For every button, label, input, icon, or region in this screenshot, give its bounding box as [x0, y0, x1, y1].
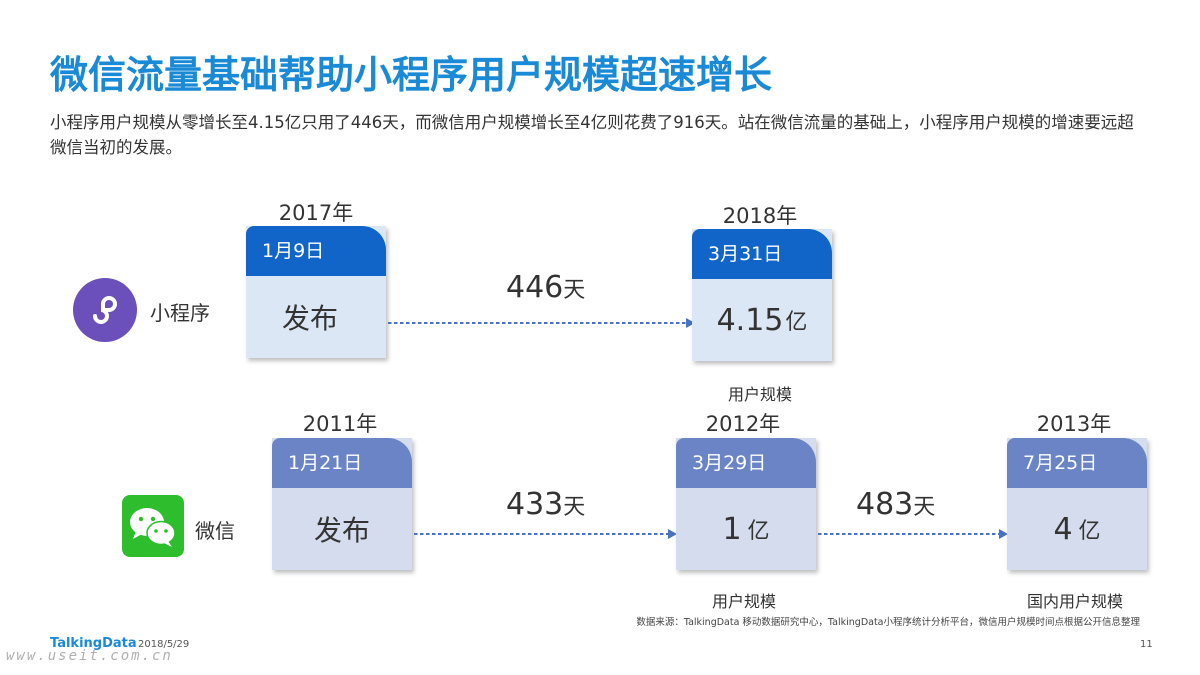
page-title: 微信流量基础帮助小程序用户规模超速增长: [50, 53, 773, 97]
wx-gap1-days: 433天: [506, 487, 586, 522]
mp-gap-days: 446天: [506, 270, 586, 305]
mp-end-value: 4.15 亿: [716, 302, 808, 338]
talkingdata-logo: TalkingData: [50, 636, 137, 651]
page-subtitle: 小程序用户规模从零增长至4.15亿只用了446天，而微信用户规模增长至4亿则花费…: [50, 113, 1134, 157]
wx-start-year: 2011年: [302, 412, 378, 436]
wechat-icon: [122, 495, 184, 557]
wx-end-date: 7月25日: [1007, 438, 1147, 488]
wx-arrowhead-1: [668, 529, 677, 539]
footer-date: 2018/5/29: [138, 639, 190, 650]
watermark: www.useit.com.cn: [6, 648, 173, 664]
mini-program-label: 小程序: [150, 301, 210, 325]
wx-start-value: 发布: [313, 514, 370, 547]
mp-start-card: 1月9日 发布: [246, 226, 386, 358]
mp-start-year: 2017年: [278, 201, 354, 225]
wx-gap2-days: 483天: [856, 487, 936, 522]
wechat-label: 微信: [195, 519, 235, 543]
mp-start-date: 1月9日: [246, 226, 386, 276]
mp-arrow: [388, 322, 686, 324]
page-number: 11: [1140, 639, 1153, 650]
mp-start-value: 发布: [281, 302, 338, 335]
wx-arrow-1: [414, 533, 668, 535]
wx-mid-caption: 用户规模: [711, 592, 776, 611]
data-source-note: 数据来源：TalkingData 移动数据研究中心，TalkingData小程序…: [636, 617, 1140, 628]
wx-start-card: 1月21日 发布: [272, 438, 412, 570]
mp-end-year: 2018年: [722, 204, 798, 228]
mini-program-icon: [73, 278, 137, 342]
wx-mid-date: 3月29日: [676, 438, 816, 488]
wx-arrow-2: [818, 533, 999, 535]
mp-end-caption: 用户规模: [727, 385, 792, 404]
mp-arrowhead: [686, 318, 695, 328]
wx-mid-year: 2012年: [705, 412, 781, 436]
wx-end-year: 2013年: [1036, 412, 1112, 436]
wx-arrowhead-2: [999, 529, 1008, 539]
wx-end-caption: 国内用户规模: [1026, 592, 1123, 611]
wx-start-date: 1月21日: [272, 438, 412, 488]
mp-end-card: 3月31日 4.15 亿: [692, 229, 832, 361]
mp-end-date: 3月31日: [692, 229, 832, 279]
